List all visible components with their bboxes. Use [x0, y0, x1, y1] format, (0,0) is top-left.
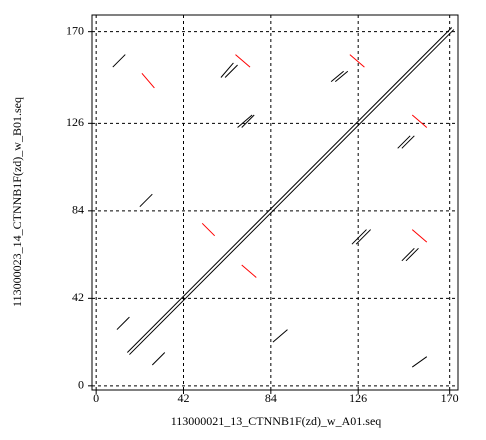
match-segment	[224, 64, 238, 78]
match-segment	[112, 54, 126, 68]
match-segment	[241, 264, 257, 278]
match-segment	[201, 222, 216, 237]
match-segment	[116, 316, 130, 330]
match-segment	[151, 352, 166, 366]
match-segment	[401, 247, 415, 262]
y-axis-title: 113000023_14_CTNNB1F(zd)_w_B01.seq	[10, 97, 24, 307]
y-tick-label: 170	[66, 23, 84, 37]
match-segment	[334, 70, 349, 83]
match-segment	[126, 27, 453, 353]
match-segment	[330, 70, 344, 83]
match-segment	[129, 29, 455, 355]
match-segment	[139, 193, 153, 208]
x-tick-label: 0	[93, 391, 99, 405]
x-tick-label: 42	[178, 391, 190, 405]
match-segment	[141, 73, 155, 89]
x-tick-label: 84	[265, 391, 277, 405]
y-tick-label: 84	[72, 203, 84, 217]
match-segment	[241, 114, 255, 128]
match-segment	[411, 114, 428, 128]
match-segment	[272, 329, 288, 343]
match-segment	[411, 356, 428, 368]
match-segment	[355, 229, 372, 245]
match-segment	[220, 62, 234, 78]
x-tick-label: 170	[441, 391, 459, 405]
match-segment	[411, 229, 428, 243]
match-segment	[349, 54, 365, 68]
x-tick-label: 126	[349, 391, 367, 405]
y-tick-label: 42	[72, 290, 84, 304]
match-segment	[351, 229, 367, 245]
match-segment	[237, 114, 253, 128]
match-segment	[401, 135, 415, 149]
y-tick-label: 126	[66, 115, 84, 129]
y-tick-label: 0	[78, 378, 84, 392]
match-segment	[397, 135, 411, 149]
x-axis-title: 113000021_13_CTNNB1F(zd)_w_A01.seq	[171, 414, 382, 428]
match-segment	[405, 247, 419, 262]
plot-frame	[91, 14, 459, 391]
match-segment	[235, 54, 251, 68]
